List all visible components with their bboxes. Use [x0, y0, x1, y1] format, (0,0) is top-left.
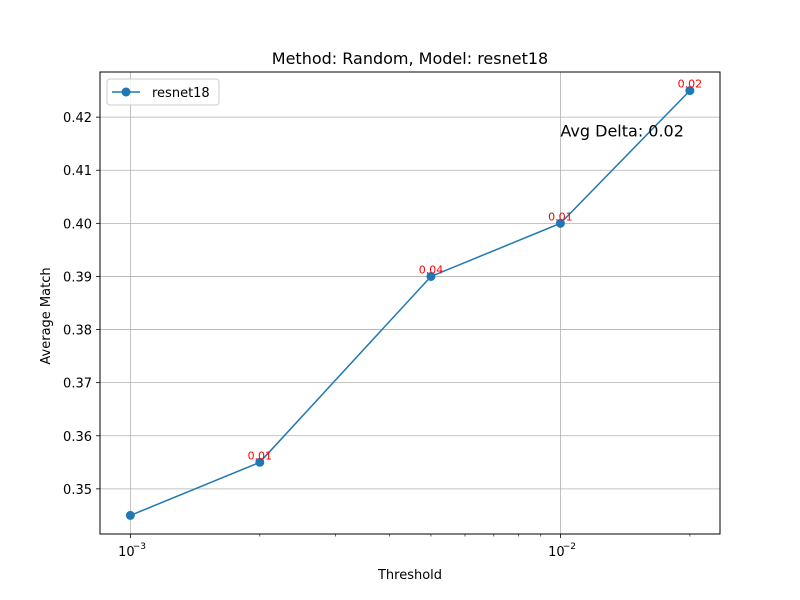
plot-frame	[99, 71, 721, 535]
data-point	[255, 457, 265, 467]
point-label: 0.01	[248, 449, 273, 462]
y-tick-label: 0.42	[63, 111, 92, 126]
y-tick-label: 0.35	[63, 483, 92, 498]
x-tick-label-exponent: −2	[563, 542, 576, 552]
chart-title: Method: Random, Model: resnet18	[272, 49, 548, 68]
x-tick-label: 10	[548, 545, 565, 560]
x-tick-label: 10	[118, 545, 135, 560]
y-tick-label: 0.41	[63, 164, 92, 179]
grid	[100, 72, 720, 534]
data-point	[555, 218, 565, 228]
y-axis-label: Average Match	[39, 267, 54, 364]
legend-series-label: resnet18	[152, 86, 210, 101]
avg-delta-annotation: Avg Delta: 0.02	[560, 121, 684, 140]
point-label: 0.02	[678, 78, 703, 91]
data-point	[125, 510, 135, 520]
data-point	[426, 271, 436, 281]
x-axis-label: Threshold	[377, 568, 442, 583]
point-labels: 0.01 0.04 0.01 0.02	[248, 78, 703, 463]
y-tick-label: 0.38	[63, 324, 92, 339]
legend-series-marker	[121, 87, 131, 97]
y-tick-label: 0.36	[63, 430, 92, 445]
point-label: 0.04	[419, 263, 444, 276]
legend: resnet18	[106, 78, 220, 106]
y-tick-label: 0.39	[63, 270, 92, 285]
x-tick-label-exponent: −3	[133, 542, 146, 552]
data-point	[685, 86, 695, 96]
series-layer	[125, 86, 695, 520]
y-tick-label: 0.40	[63, 217, 92, 232]
y-tick-label: 0.37	[63, 377, 92, 392]
legend-box	[106, 78, 220, 106]
point-label: 0.01	[548, 210, 573, 223]
